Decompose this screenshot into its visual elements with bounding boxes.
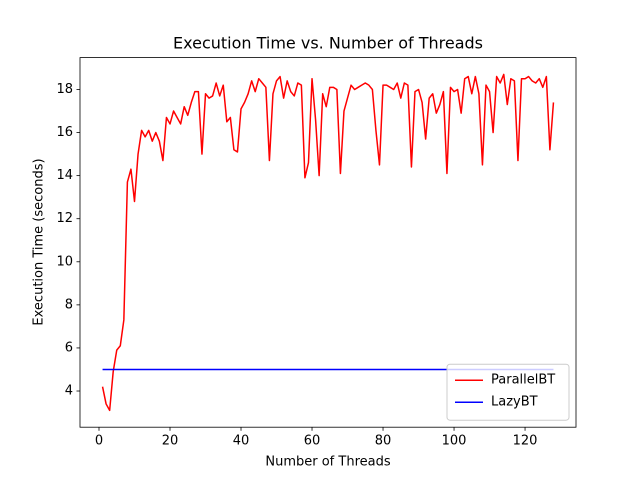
x-tick-label: 40 [233, 434, 250, 449]
legend-label: ParallelBT [491, 373, 555, 388]
y-tick-label: 4 [65, 384, 73, 399]
data-line [101, 73, 555, 412]
legend-box [446, 363, 570, 421]
x-tick-label: 0 [95, 434, 103, 449]
y-tick-label: 14 [56, 168, 73, 183]
y-axis-label: Execution Time (seconds) [32, 158, 47, 325]
y-tick-label: 8 [65, 297, 73, 312]
x-tick-label: 60 [304, 434, 321, 449]
chart-title: Execution Time vs. Number of Threads [173, 34, 483, 53]
y-tick-label: 6 [65, 340, 73, 355]
x-axis-label: Number of Threads [265, 455, 390, 470]
x-tick-label: 80 [375, 434, 392, 449]
y-tick-label: 18 [56, 82, 73, 97]
y-tick-label: 16 [56, 125, 73, 140]
y-tick-label: 10 [56, 254, 73, 269]
x-tick-label: 120 [513, 434, 538, 449]
legend-label: LazyBT [491, 395, 538, 410]
axes-frame [79, 57, 577, 428]
x-tick-label: 100 [442, 434, 467, 449]
x-tick-label: 20 [162, 434, 179, 449]
y-tick-label: 12 [56, 211, 73, 226]
